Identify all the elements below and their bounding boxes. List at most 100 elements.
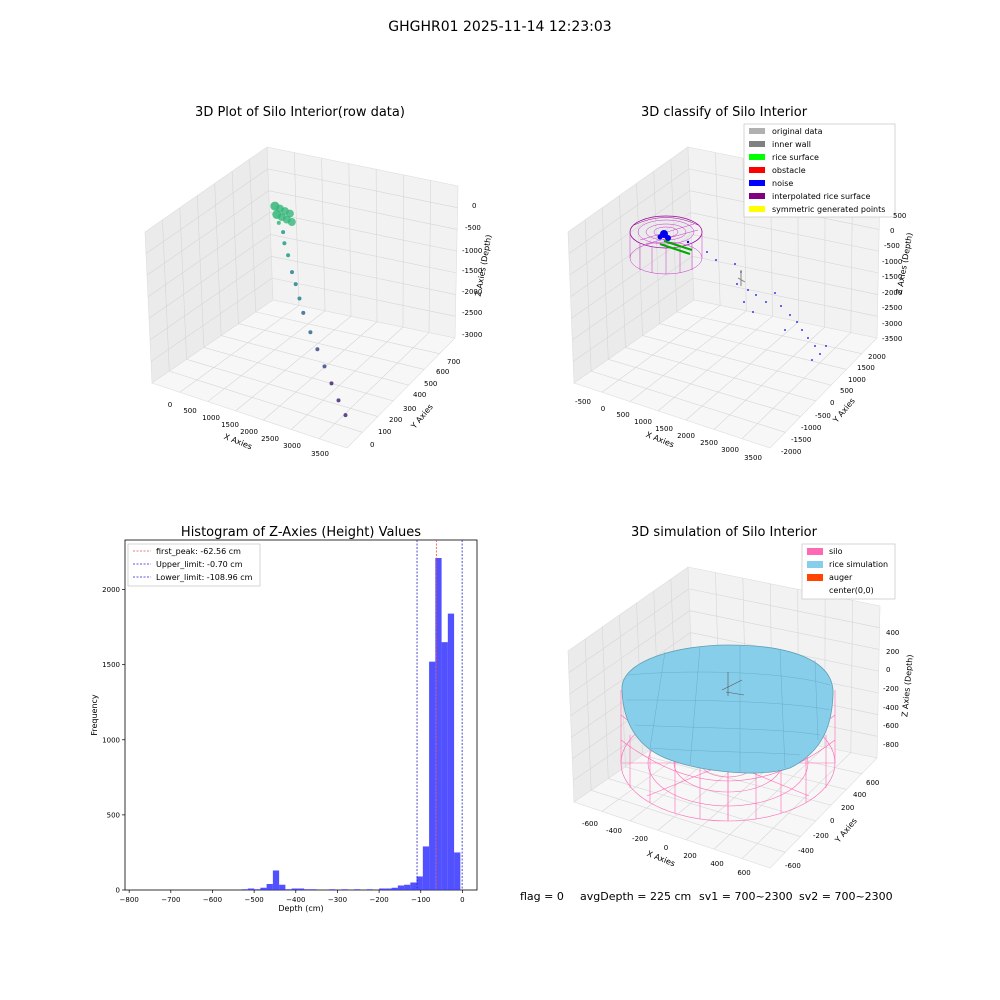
z-tick-label: -2500 (462, 309, 482, 317)
grid-line (568, 168, 690, 254)
legend-swatch (749, 193, 765, 199)
raw-plot-points (270, 201, 348, 418)
grid-line (207, 310, 326, 402)
x-tick-label: -400 (606, 827, 622, 835)
y-tick-label: -200 (813, 832, 829, 840)
y-tick-label: 400 (413, 391, 426, 399)
histogram-bar (241, 889, 248, 890)
x-tick-label: 0 (460, 896, 464, 904)
grid-line (688, 588, 880, 629)
histogram-legend: first_peak: -62.56 cm Upper_limit: -0.70… (127, 543, 261, 587)
status-footer: flag = 0 avgDepth = 225 cm sv1 = 700~230… (520, 890, 893, 903)
grid-line (249, 159, 257, 312)
x-tick-label: 2000 (240, 428, 258, 436)
histogram-bar (310, 889, 317, 890)
grid-line (572, 256, 693, 341)
histogram-bar (397, 885, 405, 890)
histogram-y-ticks: 0 500 1000 1500 2000 (102, 586, 125, 895)
x-tick-label: 0 (601, 405, 605, 413)
scatter-point (297, 296, 302, 301)
scatter-point (285, 209, 294, 218)
simulation-plot-y-ticks: -600 -400 -200 0 200 400 600 (785, 779, 879, 870)
legend-box (743, 123, 896, 218)
legend-box (127, 543, 261, 587)
y-tick-label: 500 (840, 387, 853, 395)
grid-line (636, 183, 643, 336)
interpolated-rice-surface-wireframe (629, 215, 703, 275)
grid-line (196, 195, 205, 348)
raw-plot-grid (145, 152, 458, 439)
grid-line (150, 277, 273, 362)
grid-line (693, 277, 878, 317)
legend-swatch (807, 561, 823, 568)
histogram-bar (454, 852, 461, 890)
grid-line (267, 168, 458, 209)
histogram-bar (447, 613, 455, 890)
scatter-point (322, 364, 327, 369)
grid-line (214, 183, 222, 336)
grid-line (601, 207, 609, 360)
histogram-reference-lines (416, 540, 463, 890)
histogram-x-label: Depth (cm) (278, 904, 323, 913)
grid-line (657, 316, 773, 412)
y-tick-label: 200 (389, 416, 402, 424)
x-tick-label: -200 (632, 835, 648, 843)
grid-line (179, 207, 187, 360)
legend-obstacle: obstacle (772, 166, 806, 175)
grid-line (263, 321, 378, 421)
figure-suptitle: GHGHR01 2025-11-14 12:23:03 (388, 19, 611, 35)
classify-plot-z-ticks: 500 0 -500 -1000 -1500 -2000 -2500 -3000… (882, 212, 906, 343)
x-tick-label: 600 (737, 869, 750, 877)
histogram-bar (329, 889, 336, 890)
z-tick-label: -200 (883, 685, 899, 693)
grid-line (235, 316, 352, 412)
histogram-bar (272, 870, 280, 890)
scatter-point (290, 270, 294, 275)
z-tick-label: -500 (884, 242, 900, 250)
raw-plot-x-ticks: 0 500 1000 1500 2000 2500 3000 3500 (168, 401, 329, 458)
grid-line (145, 168, 269, 254)
classify-plot-title: 3D classify of Silo Interior (641, 105, 808, 120)
grid-line (591, 370, 786, 433)
grid-line (685, 321, 799, 421)
grid-line (690, 212, 879, 252)
z-tick-label: -3000 (882, 320, 902, 328)
inner-wall-points (737, 270, 746, 286)
y-tick-label: 0 (370, 441, 374, 449)
y-tick-label: 2000 (868, 353, 886, 361)
grid-line (231, 171, 239, 324)
z-tick-label: -2500 (882, 304, 902, 312)
simulation-plot-x-label: X Axies (646, 849, 677, 868)
x-tick-label: 0 (664, 844, 668, 852)
x-tick-label: −200 (369, 896, 388, 904)
y-tick-label: 1500 (857, 364, 875, 372)
x-tick-label: 1000 (634, 418, 652, 426)
raw-data-3d-plot: 3D Plot of Silo Interior(row data) 0 500… (144, 105, 493, 458)
y-tick-label: 400 (853, 791, 866, 799)
y-tick-label: -500 (815, 412, 831, 420)
x-tick-label: −700 (161, 896, 180, 904)
legend-upper-limit: Upper_limit: -0.70 cm (156, 560, 243, 569)
grid-line (162, 219, 170, 372)
histogram-bar (422, 846, 430, 890)
histogram-bar (385, 888, 392, 890)
x-tick-label: 3500 (311, 450, 329, 458)
histogram-bar (279, 884, 286, 890)
x-tick-label: 3500 (744, 454, 762, 462)
grid-line (850, 600, 853, 753)
auger-marker (721, 672, 745, 696)
x-tick-label: 3000 (283, 442, 301, 450)
y-tick-label: 500 (424, 380, 437, 388)
legend-first-peak: first_peak: -62.56 cm (156, 547, 241, 556)
y-tick-label: 1500 (102, 661, 120, 669)
y-tick-label: 600 (866, 779, 879, 787)
grid-line (689, 610, 880, 650)
x-tick-label: −400 (286, 896, 305, 904)
scatter-point (343, 413, 348, 418)
simulation-plot-legend: silo rice simulation auger center(0,0) (801, 543, 896, 600)
y-tick-label: 600 (436, 368, 449, 376)
grid-line (186, 358, 378, 417)
y-tick-label: -2000 (781, 448, 801, 456)
histogram-bars (241, 558, 461, 890)
